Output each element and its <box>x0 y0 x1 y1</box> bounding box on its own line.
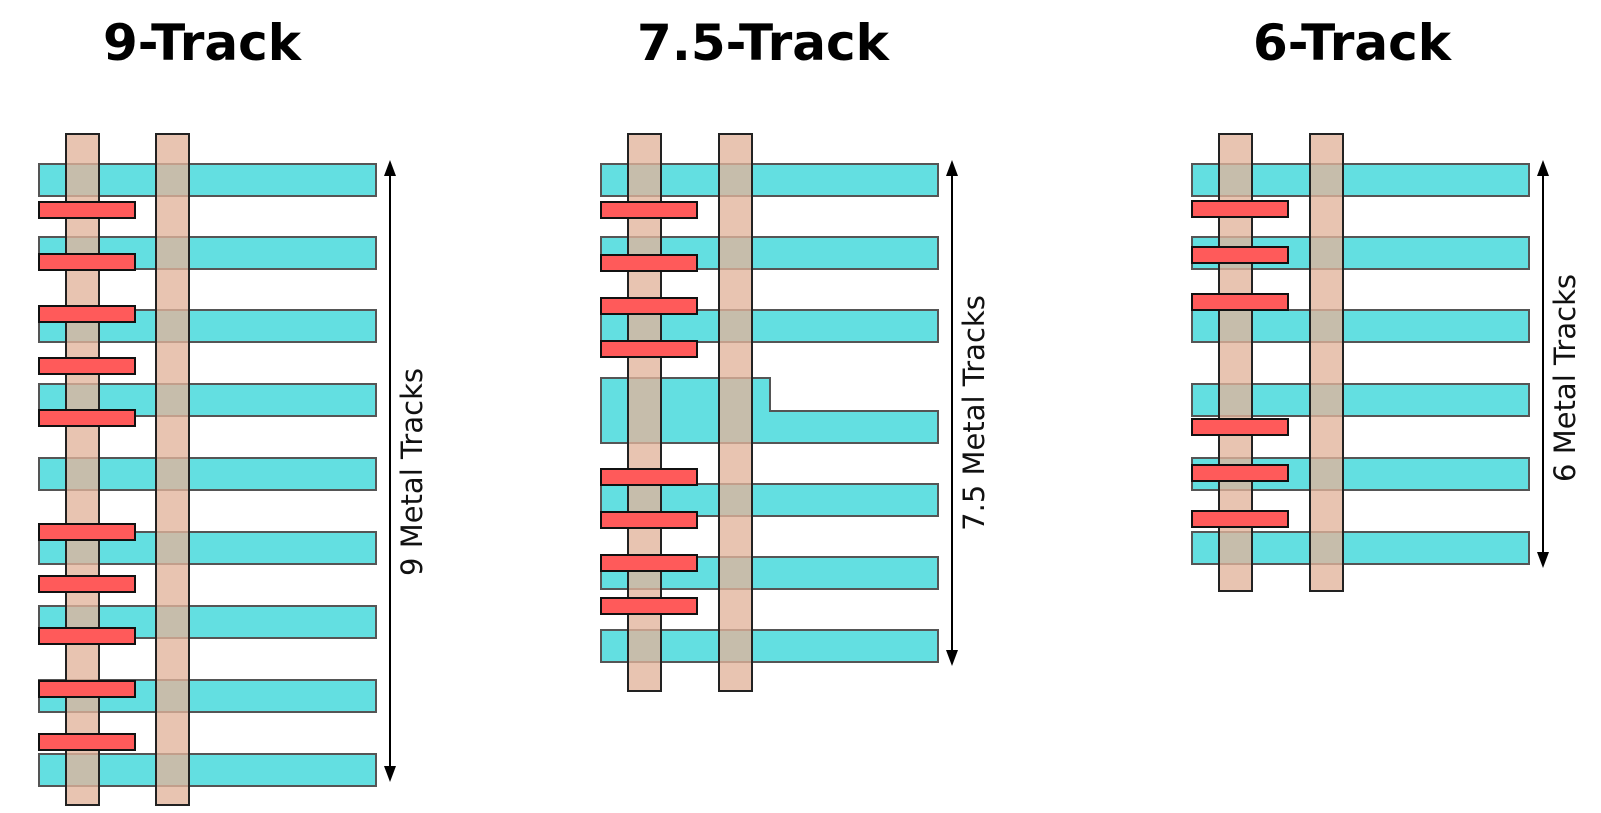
contact <box>38 409 136 427</box>
arrow-up-icon <box>1537 160 1549 176</box>
metal-tracks <box>1191 163 1530 565</box>
contact <box>1191 293 1289 311</box>
contact <box>600 468 698 486</box>
contact <box>38 201 136 219</box>
cell-6-track: 6-Track 6 Metal Tracks <box>1191 14 1582 592</box>
contact <box>600 254 698 272</box>
contact <box>600 597 698 615</box>
arrow-up-icon <box>384 160 396 176</box>
contact <box>600 340 698 358</box>
poly-gate <box>155 133 190 806</box>
contact <box>38 733 136 751</box>
dimension-arrow <box>384 160 396 782</box>
contact <box>38 680 136 698</box>
contact <box>38 523 136 541</box>
poly-gate <box>718 133 753 692</box>
contact <box>1191 418 1289 436</box>
dimension-label: 6 Metal Tracks <box>1548 274 1582 482</box>
arrow-down-icon <box>946 650 958 666</box>
cell-9-track: 9-Track <box>38 14 429 806</box>
poly-gate <box>65 133 100 806</box>
dimension-label: 7.5 Metal Tracks <box>957 295 991 531</box>
contact <box>1191 510 1289 528</box>
cell-title: 6-Track <box>1253 14 1453 72</box>
contacts <box>38 201 136 751</box>
contact <box>1191 200 1289 218</box>
contact <box>38 627 136 645</box>
contact <box>38 305 136 323</box>
contact <box>600 297 698 315</box>
contact <box>600 201 698 219</box>
poly-gate <box>1309 133 1344 592</box>
contact <box>600 554 698 572</box>
dimension-label: 9 Metal Tracks <box>395 368 429 576</box>
cell-title: 9-Track <box>103 14 303 72</box>
dimension-arrow <box>946 160 958 666</box>
arrow-down-icon <box>384 766 396 782</box>
contact <box>38 575 136 593</box>
dimension-arrow <box>1537 160 1549 568</box>
contacts <box>600 201 698 615</box>
cell-title: 7.5-Track <box>637 14 891 72</box>
contact <box>1191 246 1289 264</box>
contact <box>1191 464 1289 482</box>
cell-7-5-track: 7.5-Track 7. <box>600 14 991 692</box>
contact <box>600 511 698 529</box>
arrow-down-icon <box>1537 552 1549 568</box>
metal-track-wide <box>600 377 939 444</box>
contacts <box>1191 200 1289 528</box>
arrow-up-icon <box>946 160 958 176</box>
contact <box>38 253 136 271</box>
contact <box>38 357 136 375</box>
